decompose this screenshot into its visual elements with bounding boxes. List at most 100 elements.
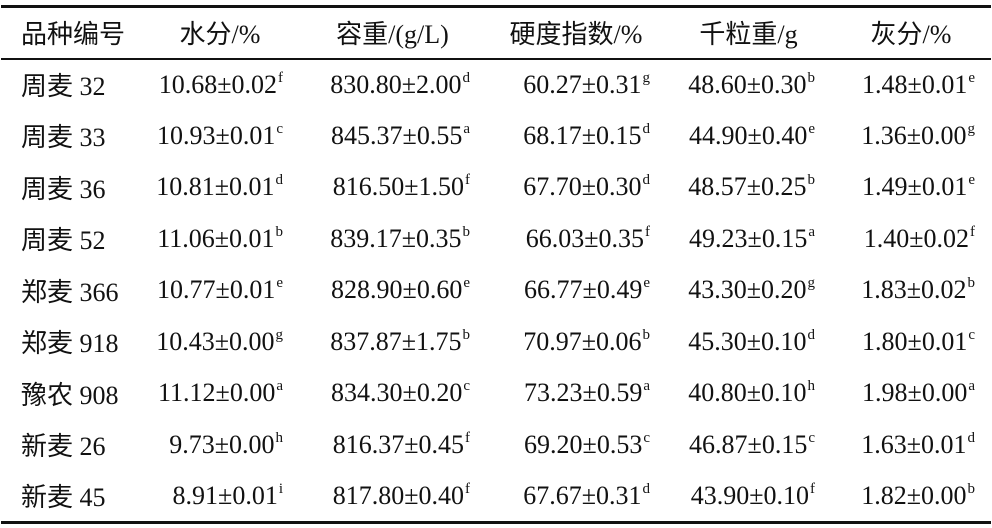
- value-cell: 11.12±0.00a: [141, 368, 299, 420]
- significance-letter: c: [808, 429, 815, 446]
- value-cell: 11.06±0.01b: [141, 213, 299, 265]
- value-cell: 49.23±0.15a: [666, 213, 831, 265]
- value-cell: 1.83±0.02b: [831, 265, 991, 317]
- significance-letter: d: [275, 172, 284, 189]
- significance-letter: b: [642, 326, 651, 343]
- significance-letter: g: [642, 69, 651, 86]
- variety-cell: 郑麦 918: [21, 329, 119, 359]
- value-text: 817.80±0.40: [332, 480, 464, 510]
- value-text: 66.03±0.35: [525, 223, 644, 253]
- value-text: 10.43±0.00: [156, 326, 275, 356]
- variety-cell: 新麦 26: [21, 432, 106, 462]
- value-text: 11.06±0.01: [157, 223, 275, 253]
- value-cell: 816.37±0.45f: [299, 419, 486, 471]
- significance-letter: h: [807, 378, 816, 395]
- value-cell: 1.80±0.01c: [831, 316, 991, 368]
- significance-letter: b: [807, 69, 816, 86]
- significance-letter: b: [807, 172, 816, 189]
- value-cell: 1.49±0.01e: [831, 162, 991, 214]
- value-cell: 1.48±0.01e: [831, 59, 991, 111]
- value-cell: 45.30±0.10d: [666, 316, 831, 368]
- significance-letter: a: [808, 223, 815, 240]
- value-text: 845.37±0.55: [331, 120, 463, 150]
- value-cell: 10.43±0.00g: [141, 316, 299, 368]
- value-text: 40.80±0.10: [688, 378, 807, 408]
- significance-letter: f: [465, 172, 470, 189]
- value-text: 834.30±0.20: [331, 378, 463, 408]
- value-text: 1.36±0.00: [861, 120, 967, 150]
- value-cell: 1.40±0.02f: [831, 213, 991, 265]
- value-cell: 10.81±0.01d: [141, 162, 299, 214]
- significance-letter: b: [967, 275, 976, 292]
- header-cell: 硬度指数/%: [509, 20, 643, 50]
- significance-letter: f: [970, 223, 975, 240]
- value-cell: 60.27±0.31g: [486, 59, 666, 111]
- significance-letter: d: [642, 172, 651, 189]
- header-cell: 千粒重/g: [699, 20, 798, 50]
- table-row: 郑麦 918 10.43±0.00g 837.87±1.75b 70.97±0.06b…: [1, 316, 991, 368]
- value-text: 1.82±0.00: [861, 480, 967, 510]
- significance-letter: f: [278, 69, 283, 86]
- value-cell: 46.87±0.15c: [666, 419, 831, 471]
- value-text: 49.23±0.15: [689, 223, 808, 253]
- significance-letter: b: [967, 480, 976, 497]
- significance-letter: d: [462, 69, 471, 86]
- value-text: 837.87±1.75: [330, 326, 462, 356]
- header-cell: 容重/(g/L): [336, 20, 449, 50]
- significance-letter: f: [465, 480, 470, 497]
- table-row: 豫农 908 11.12±0.00a 834.30±0.20c 73.23±0.59a…: [1, 368, 991, 420]
- value-cell: 828.90±0.60e: [299, 265, 486, 317]
- value-cell: 817.80±0.40f: [299, 471, 486, 523]
- significance-letter: g: [967, 120, 976, 137]
- significance-letter: b: [462, 326, 471, 343]
- value-cell: 830.80±2.00d: [299, 59, 486, 111]
- value-text: 48.60±0.30: [688, 69, 807, 99]
- significance-letter: e: [808, 120, 815, 137]
- value-cell: 73.23±0.59a: [486, 368, 666, 420]
- value-text: 67.67±0.31: [523, 480, 642, 510]
- value-cell: 8.91±0.01i: [141, 471, 299, 523]
- value-cell: 9.73±0.00h: [141, 419, 299, 471]
- value-text: 8.91±0.01: [172, 480, 278, 510]
- significance-letter: c: [968, 326, 975, 343]
- value-text: 10.68±0.02: [158, 69, 277, 99]
- value-text: 70.97±0.06: [523, 326, 642, 356]
- significance-letter: a: [968, 378, 975, 395]
- value-cell: 839.17±0.35b: [299, 213, 486, 265]
- header-cell: 品种编号: [21, 20, 126, 50]
- value-text: 44.90±0.40: [689, 120, 808, 150]
- value-text: 46.87±0.15: [689, 429, 808, 459]
- value-cell: 837.87±1.75b: [299, 316, 486, 368]
- value-text: 1.49±0.01: [862, 172, 968, 202]
- significance-letter: g: [275, 326, 284, 343]
- value-cell: 48.60±0.30b: [666, 59, 831, 111]
- significance-letter: f: [465, 429, 470, 446]
- value-text: 67.70±0.30: [523, 172, 642, 202]
- table-row: 新麦 26 9.73±0.00h 816.37±0.45f 69.20±0.53c 46…: [1, 419, 991, 471]
- value-text: 43.90±0.10: [690, 480, 809, 510]
- significance-letter: a: [643, 378, 650, 395]
- value-cell: 10.93±0.01c: [141, 110, 299, 162]
- value-text: 839.17±0.35: [330, 223, 462, 253]
- value-cell: 68.17±0.15d: [486, 110, 666, 162]
- value-cell: 43.30±0.20g: [666, 265, 831, 317]
- table-body: 周麦 32 10.68±0.02f 830.80±2.00d 60.27±0.31g 4…: [1, 59, 991, 523]
- value-cell: 66.03±0.35f: [486, 213, 666, 265]
- significance-letter: c: [463, 378, 470, 395]
- value-text: 45.30±0.10: [688, 326, 807, 356]
- value-text: 816.37±0.45: [332, 429, 464, 459]
- variety-cell: 新麦 45: [21, 483, 106, 512]
- header-cell: 灰分/%: [870, 20, 952, 50]
- value-text: 816.50±1.50: [332, 172, 464, 202]
- table-row: 周麦 32 10.68±0.02f 830.80±2.00d 60.27±0.31g 4…: [1, 59, 991, 111]
- value-text: 1.83±0.02: [861, 275, 967, 305]
- value-text: 1.98±0.00: [862, 378, 968, 408]
- significance-letter: d: [642, 120, 651, 137]
- variety-cell: 豫农 908: [21, 380, 119, 410]
- value-cell: 1.82±0.00b: [831, 471, 991, 523]
- significance-letter: d: [807, 326, 816, 343]
- value-text: 10.77±0.01: [157, 275, 276, 305]
- significance-letter: i: [278, 480, 283, 497]
- value-text: 73.23±0.59: [524, 378, 643, 408]
